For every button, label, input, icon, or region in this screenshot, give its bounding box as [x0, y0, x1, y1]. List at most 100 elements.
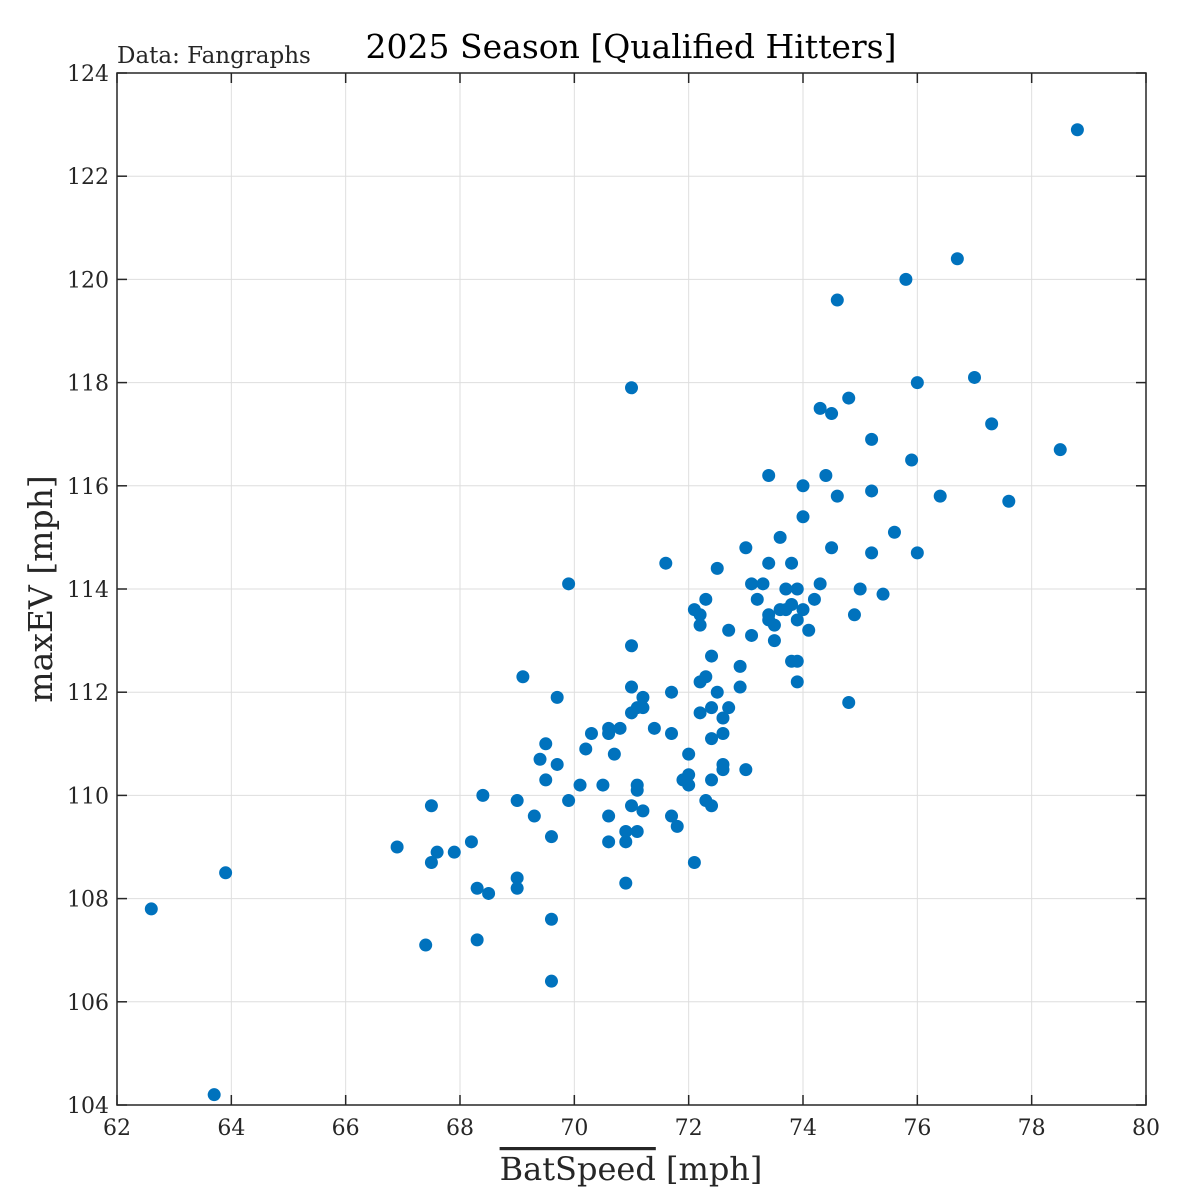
y-axis-label: maxEV [mph]	[21, 475, 60, 702]
x-tick-label: 68	[446, 1116, 474, 1141]
data-point	[584, 726, 598, 740]
source-note: Data: Fangraphs	[117, 43, 311, 69]
data-point	[950, 252, 964, 266]
data-point	[756, 577, 770, 591]
data-point	[544, 830, 558, 844]
data-point	[933, 489, 947, 503]
data-point	[464, 835, 478, 849]
x-tick-label: 80	[1132, 1116, 1160, 1141]
data-point	[482, 886, 496, 900]
data-point	[796, 479, 810, 493]
data-point	[985, 417, 999, 431]
data-point	[807, 592, 821, 606]
data-point	[539, 773, 553, 787]
data-point	[687, 855, 701, 869]
data-point	[745, 577, 759, 591]
y-tick-label: 124	[67, 62, 109, 87]
data-point	[825, 541, 839, 555]
data-point	[842, 391, 856, 405]
data-point	[733, 659, 747, 673]
data-point	[790, 675, 804, 689]
y-tick-label: 122	[67, 165, 109, 190]
data-point	[544, 912, 558, 926]
data-point	[705, 649, 719, 663]
data-point	[796, 603, 810, 617]
data-point	[790, 654, 804, 668]
data-point	[842, 696, 856, 710]
data-point	[682, 768, 696, 782]
data-point	[813, 577, 827, 591]
data-point	[1002, 494, 1016, 508]
data-point	[510, 881, 524, 895]
y-tick-label: 116	[67, 475, 109, 500]
data-point	[710, 561, 724, 575]
x-axis-label: BatSpeed [mph]	[500, 1150, 763, 1188]
data-point	[144, 902, 158, 916]
data-point	[573, 778, 587, 792]
data-point	[705, 732, 719, 746]
data-point	[739, 541, 753, 555]
data-point	[876, 587, 890, 601]
data-point	[619, 876, 633, 890]
data-point	[562, 577, 576, 591]
data-point	[745, 628, 759, 642]
data-point	[636, 690, 650, 704]
data-point	[579, 742, 593, 756]
data-point	[562, 794, 576, 808]
x-tick-label: 72	[675, 1116, 703, 1141]
data-point	[596, 778, 610, 792]
data-point	[516, 670, 530, 684]
y-tick-label: 112	[67, 681, 109, 706]
data-point	[790, 613, 804, 627]
x-tick-label: 74	[789, 1116, 817, 1141]
data-point	[819, 468, 833, 482]
data-point	[636, 804, 650, 818]
data-point	[785, 556, 799, 570]
y-tick-label: 104	[67, 1094, 109, 1119]
data-point	[710, 685, 724, 699]
data-point	[825, 407, 839, 421]
data-point	[722, 623, 736, 637]
x-tick-label: 64	[217, 1116, 245, 1141]
data-point	[887, 525, 901, 539]
data-point	[424, 855, 438, 869]
data-point	[802, 623, 816, 637]
data-point	[602, 835, 616, 849]
data-point	[779, 582, 793, 596]
data-point	[544, 974, 558, 988]
data-point	[636, 701, 650, 715]
data-point	[716, 763, 730, 777]
data-point	[419, 938, 433, 952]
data-point	[470, 933, 484, 947]
data-point	[659, 556, 673, 570]
data-point	[510, 794, 524, 808]
x-tick-label: 76	[903, 1116, 931, 1141]
y-tick-label: 114	[67, 578, 109, 603]
data-point	[693, 618, 707, 632]
data-point	[625, 680, 638, 694]
data-point	[767, 634, 781, 648]
data-point	[762, 468, 776, 482]
data-point	[699, 670, 713, 684]
data-point	[550, 690, 564, 704]
data-point	[910, 376, 924, 390]
data-point	[476, 788, 490, 802]
data-point	[762, 556, 776, 570]
data-point	[785, 597, 799, 611]
data-point	[705, 773, 719, 787]
data-point	[447, 845, 461, 859]
y-tick-label: 108	[67, 888, 109, 913]
data-point	[1053, 443, 1067, 457]
data-point	[533, 752, 547, 766]
data-point	[865, 432, 879, 446]
data-point	[219, 866, 233, 880]
data-point	[722, 701, 736, 715]
data-point	[527, 809, 541, 823]
x-tick-label: 66	[332, 1116, 360, 1141]
data-point	[865, 484, 879, 498]
data-point	[625, 799, 638, 813]
data-point	[665, 809, 679, 823]
data-point	[670, 819, 684, 833]
data-point	[739, 763, 753, 777]
x-axis-label-overlined: BatSpeed	[500, 1150, 656, 1188]
